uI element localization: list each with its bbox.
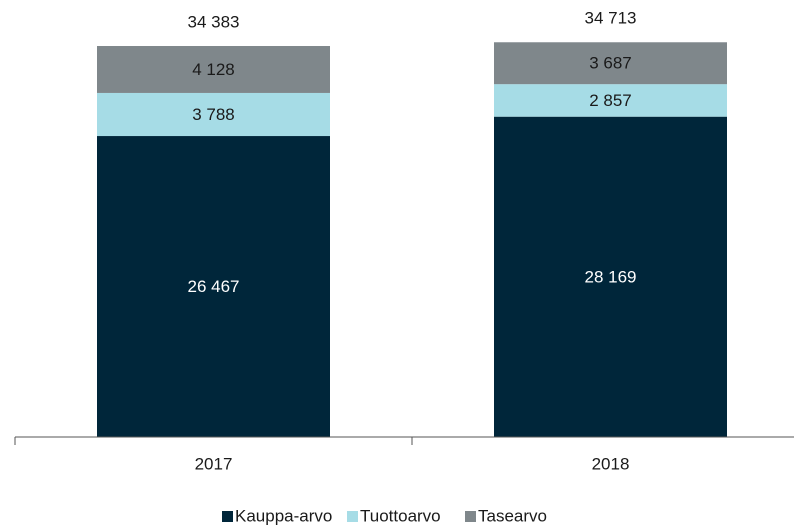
total-label: 34 713: [585, 9, 637, 28]
data-label: 28 169: [585, 267, 637, 286]
legend-label: Tuottoarvo: [360, 506, 441, 525]
data-label: 2 857: [589, 91, 632, 110]
legend-label: Kauppa-arvo: [235, 506, 332, 525]
legend-swatch: [347, 511, 358, 522]
data-label: 3 687: [589, 54, 632, 73]
legend-swatch: [465, 511, 476, 522]
bar-segment: [97, 46, 330, 93]
total-label: 34 383: [188, 13, 240, 32]
bar-segment: [494, 116, 727, 438]
legend-label: Tasearvo: [478, 506, 547, 525]
data-label: 26 467: [188, 277, 240, 296]
data-label: 3 788: [192, 105, 235, 124]
bar-segment: [494, 42, 727, 85]
bar-segment: [97, 92, 330, 137]
x-tick-label: 2017: [195, 454, 233, 473]
bar-segment: [97, 136, 330, 437]
data-label: 4 128: [192, 60, 235, 79]
legend-swatch: [222, 511, 233, 522]
x-tick-label: 2018: [592, 454, 630, 473]
bar-segment: [494, 84, 727, 117]
